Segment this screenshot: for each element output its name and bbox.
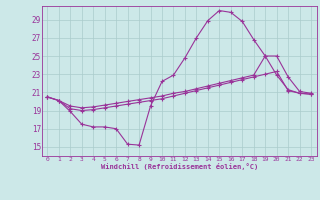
X-axis label: Windchill (Refroidissement éolien,°C): Windchill (Refroidissement éolien,°C)	[100, 163, 258, 170]
